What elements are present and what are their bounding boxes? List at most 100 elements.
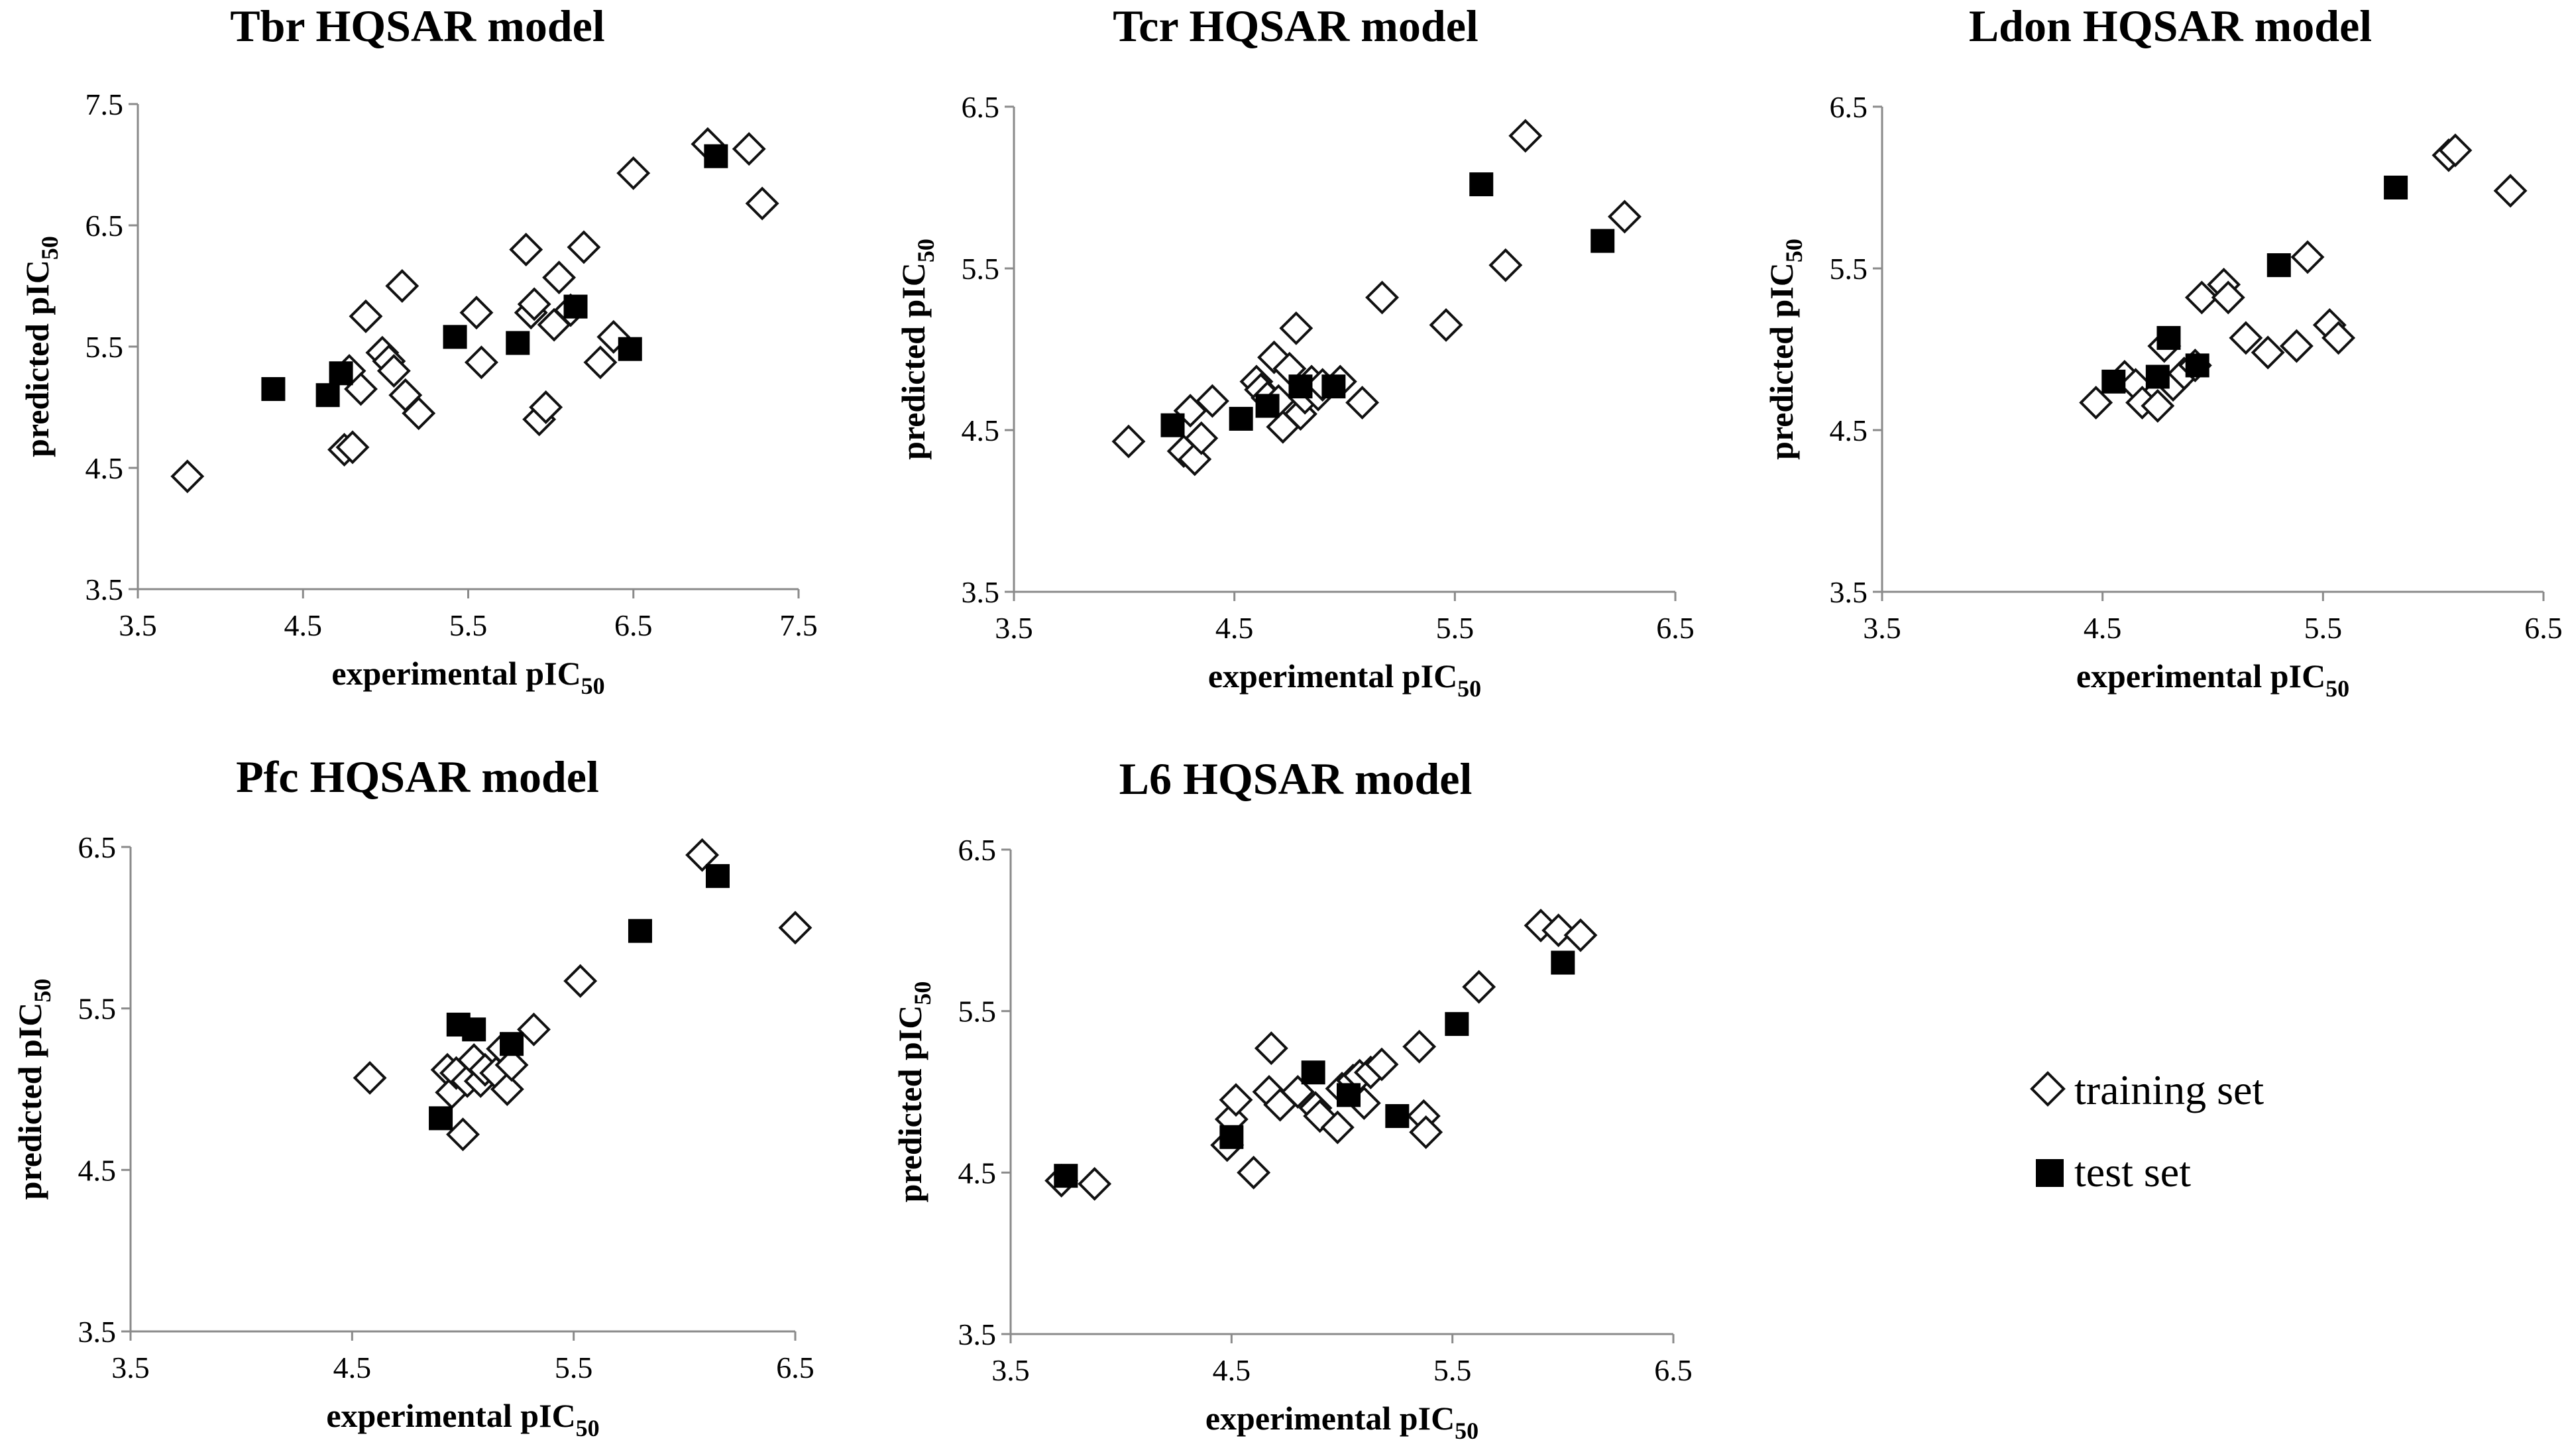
training-point — [517, 287, 551, 321]
legend-test-label: test set — [2074, 1148, 2191, 1196]
test-point — [1229, 406, 1253, 431]
y-tick-label: 4.5 — [1830, 414, 1868, 447]
y-axis-label: predicted pIC50 — [19, 236, 63, 457]
x-tick-label: 5.5 — [1436, 611, 1475, 645]
training-point — [2211, 280, 2245, 315]
training-point — [563, 964, 598, 998]
legend-training-marker — [2030, 1071, 2066, 1107]
test-point — [1301, 1060, 1325, 1085]
training-point — [2279, 329, 2314, 363]
training-point — [464, 345, 498, 380]
y-tick-label: 4.5 — [78, 1153, 117, 1187]
y-tick-label: 5.5 — [1830, 252, 1868, 286]
training-point — [1237, 1155, 1271, 1190]
training-point — [1402, 1029, 1437, 1064]
training-point — [2321, 321, 2356, 355]
training-point — [616, 156, 651, 190]
test-point — [2384, 176, 2408, 199]
legend: training set test set — [2030, 1066, 2264, 1196]
y-tick-label: 5.5 — [962, 252, 1000, 286]
training-point — [335, 430, 370, 465]
y-axis-label: predicted pIC50 — [891, 981, 936, 1203]
training-point — [509, 233, 543, 267]
y-tick-label: 5.5 — [78, 992, 117, 1026]
training-point — [542, 260, 577, 295]
x-axis-label: experimental pIC50 — [331, 655, 604, 699]
training-point — [2229, 321, 2263, 355]
training-point — [2290, 240, 2325, 274]
training-point — [1320, 1110, 1355, 1145]
training-point — [1409, 1115, 1443, 1149]
y-tick-label: 4.5 — [85, 451, 124, 485]
test-point — [2145, 364, 2170, 389]
chart-4: Pfc HQSAR model 3.5 4.5 5.5 6.5 3.5 4.5 5.5 6.5 e… — [11, 752, 814, 1441]
y-tick-label: 3.5 — [85, 573, 124, 606]
x-tick-label: 4.5 — [2084, 611, 2122, 645]
training-point — [529, 390, 563, 424]
training-point — [1184, 421, 1219, 455]
y-axis-label: predicted pIC50 — [1763, 239, 1807, 460]
test-point — [429, 1106, 453, 1131]
training-point — [1608, 199, 1642, 234]
training-point — [1563, 918, 1598, 952]
training-point — [1345, 386, 1380, 420]
x-tick-label: 6.5 — [614, 608, 653, 642]
test-point — [329, 361, 353, 386]
chart-title: Tbr HQSAR model — [230, 1, 604, 51]
x-tick-label: 6.5 — [776, 1351, 814, 1384]
chart-title: Tcr HQSAR model — [1113, 1, 1479, 51]
training-point — [2493, 174, 2528, 208]
test-point — [1054, 1164, 1078, 1188]
y-tick-label: 7.5 — [85, 87, 124, 121]
training-point — [2141, 388, 2175, 423]
x-axis-label: experimental pIC50 — [1205, 1400, 1479, 1444]
chart-5: L6 HQSAR model 3.5 4.5 5.5 6.5 3.5 4.5 5.5 6.5 ex… — [891, 754, 1693, 1444]
y-tick-label: 3.5 — [962, 575, 1000, 609]
legend-test-marker — [2036, 1159, 2064, 1187]
training-point — [446, 1117, 480, 1152]
training-point — [353, 1060, 387, 1095]
x-tick-label: 3.5 — [995, 611, 1033, 645]
training-point — [2251, 335, 2285, 370]
training-point — [685, 838, 720, 872]
training-point — [732, 132, 766, 166]
y-tick-label: 6.5 — [85, 209, 124, 243]
chart-1: Tbr HQSAR model 3.5 4.5 5.5 6.5 7.5 3.5 4.5 5.5 6… — [19, 1, 818, 699]
y-axis-label: predicted pIC50 — [11, 979, 56, 1200]
x-tick-label: 4.5 — [333, 1351, 372, 1384]
chart-title: L6 HQSAR model — [1119, 754, 1473, 804]
y-tick-label: 6.5 — [958, 833, 997, 867]
training-point — [1508, 119, 1543, 153]
x-tick-label: 5.5 — [2304, 611, 2343, 645]
training-point — [170, 459, 205, 494]
training-point — [1541, 913, 1576, 948]
training-point — [745, 186, 779, 221]
training-point — [778, 911, 812, 945]
training-point — [402, 396, 436, 431]
test-point — [1255, 394, 1280, 418]
x-axis-label: experimental pIC50 — [1208, 657, 1481, 702]
test-point — [1591, 229, 1615, 253]
y-tick-label: 3.5 — [958, 1317, 997, 1351]
x-tick-label: 6.5 — [1654, 1353, 1693, 1387]
test-point — [2101, 369, 2126, 394]
test-point — [500, 1032, 524, 1056]
x-tick-label: 3.5 — [1863, 611, 1901, 645]
x-axis-label: experimental pIC50 — [326, 1397, 599, 1441]
training-point — [1195, 384, 1229, 418]
training-point — [583, 345, 618, 380]
training-point — [517, 1012, 551, 1046]
training-point — [490, 1072, 524, 1106]
x-tick-label: 4.5 — [1215, 611, 1254, 645]
training-point — [2184, 280, 2219, 315]
x-tick-label: 5.5 — [449, 608, 488, 642]
training-point — [1365, 1047, 1399, 1082]
training-point — [385, 269, 419, 303]
test-point — [315, 383, 340, 408]
training-point — [376, 354, 411, 388]
x-tick-label: 3.5 — [119, 608, 157, 642]
x-axis-label: experimental pIC50 — [2076, 657, 2349, 702]
chart-title: Pfc HQSAR model — [236, 752, 599, 802]
test-point — [705, 864, 730, 888]
